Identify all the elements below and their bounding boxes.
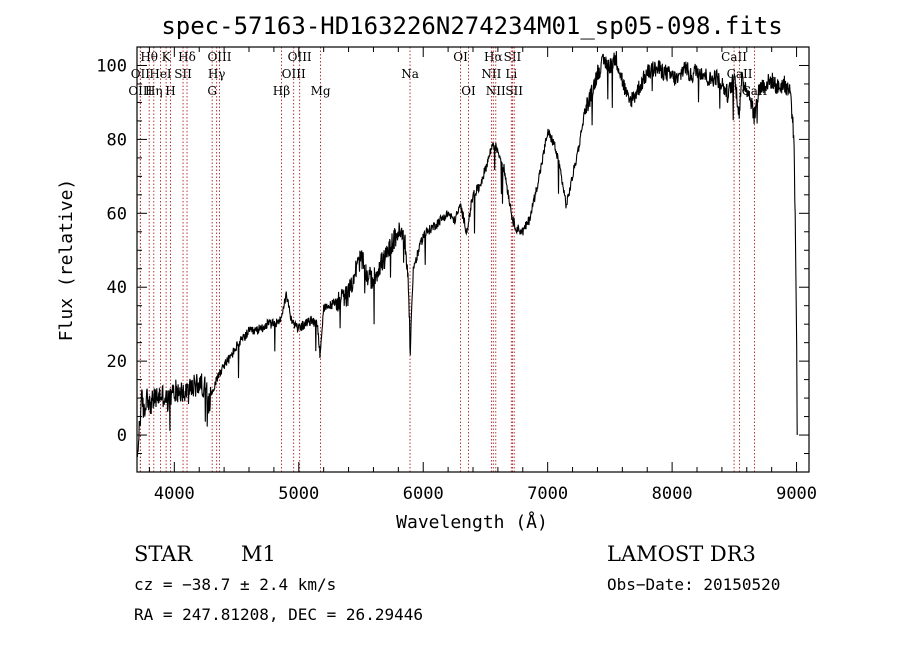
observation-date: Obs−Date: 20150520 [607, 575, 780, 594]
line-marker-label: H [165, 84, 175, 98]
line-marker-label: SII [174, 67, 192, 81]
line-marker-label: Na [401, 67, 419, 81]
line-marker-label: Hα [484, 50, 503, 64]
line-marker-label: OIII [128, 84, 152, 98]
line-marker-label: K [162, 50, 172, 64]
line-marker-label: OIII [282, 67, 306, 81]
x-tick-label: 5000 [278, 484, 319, 504]
object-subclass: M1 [241, 542, 276, 566]
flux-series-line [136, 51, 798, 458]
line-marker-label: Hη [145, 84, 163, 98]
line-marker-label: OIII [288, 50, 312, 64]
line-marker-label: OI [461, 84, 476, 98]
line-marker-label: Hθ [140, 50, 158, 64]
y-tick-label: 100 [96, 56, 127, 76]
line-marker-label: OII [131, 67, 151, 81]
survey-name: LAMOST DR3 [607, 542, 756, 566]
y-tick-label: 0 [117, 426, 127, 446]
emission-line-markers: Hθ OII OIII K HeI Hη H Hδ SII OIII Hγ G OIII OIII Hβ Mg… [128, 47, 768, 472]
line-marker-label: NII [486, 84, 506, 98]
y-tick-label: 40 [107, 278, 127, 298]
x-tick-label: 4000 [154, 484, 195, 504]
line-marker-label: OI [453, 50, 468, 64]
line-marker-label: NII [481, 67, 501, 81]
redshift-velocity: cz = −38.7 ± 2.4 km/s [134, 575, 336, 594]
x-tick-label: 6000 [403, 484, 444, 504]
y-tick-label: 20 [107, 352, 127, 372]
line-marker-label: SII [504, 50, 522, 64]
line-marker-label: Mg [311, 84, 331, 98]
x-axis-label: Wavelength (Å) [396, 511, 548, 533]
sky-coordinates: RA = 247.81208, DEC = 26.29446 [134, 605, 423, 624]
x-tick-label: 7000 [527, 484, 568, 504]
line-marker-label: SII [505, 84, 523, 98]
line-marker-label: Li [505, 67, 517, 81]
line-marker-label: HeI [149, 67, 172, 81]
line-marker-label: CaII [727, 67, 753, 81]
chart-title: spec-57163-HD163226N274234M01_sp05-098.f… [161, 12, 782, 40]
plot-frame [136, 46, 810, 473]
line-marker-label: G [207, 84, 217, 98]
x-tick-label: 8000 [652, 484, 693, 504]
line-marker-label: Hγ [208, 67, 226, 81]
line-marker-label: OIII [207, 50, 231, 64]
object-class: STAR [134, 542, 193, 566]
y-tick-label: 80 [107, 130, 127, 150]
line-marker-label: Hδ [178, 50, 196, 64]
y-axis-label: Flux (relative) [56, 179, 77, 342]
line-marker-label: Hβ [273, 84, 290, 98]
y-tick-label: 60 [107, 204, 127, 224]
line-marker-label: CaII [721, 50, 747, 64]
axis-ticks: 4000 5000 6000 7000 8000 9000 0 20 40 60 80 100 [96, 47, 817, 504]
x-tick-label: 9000 [776, 484, 817, 504]
